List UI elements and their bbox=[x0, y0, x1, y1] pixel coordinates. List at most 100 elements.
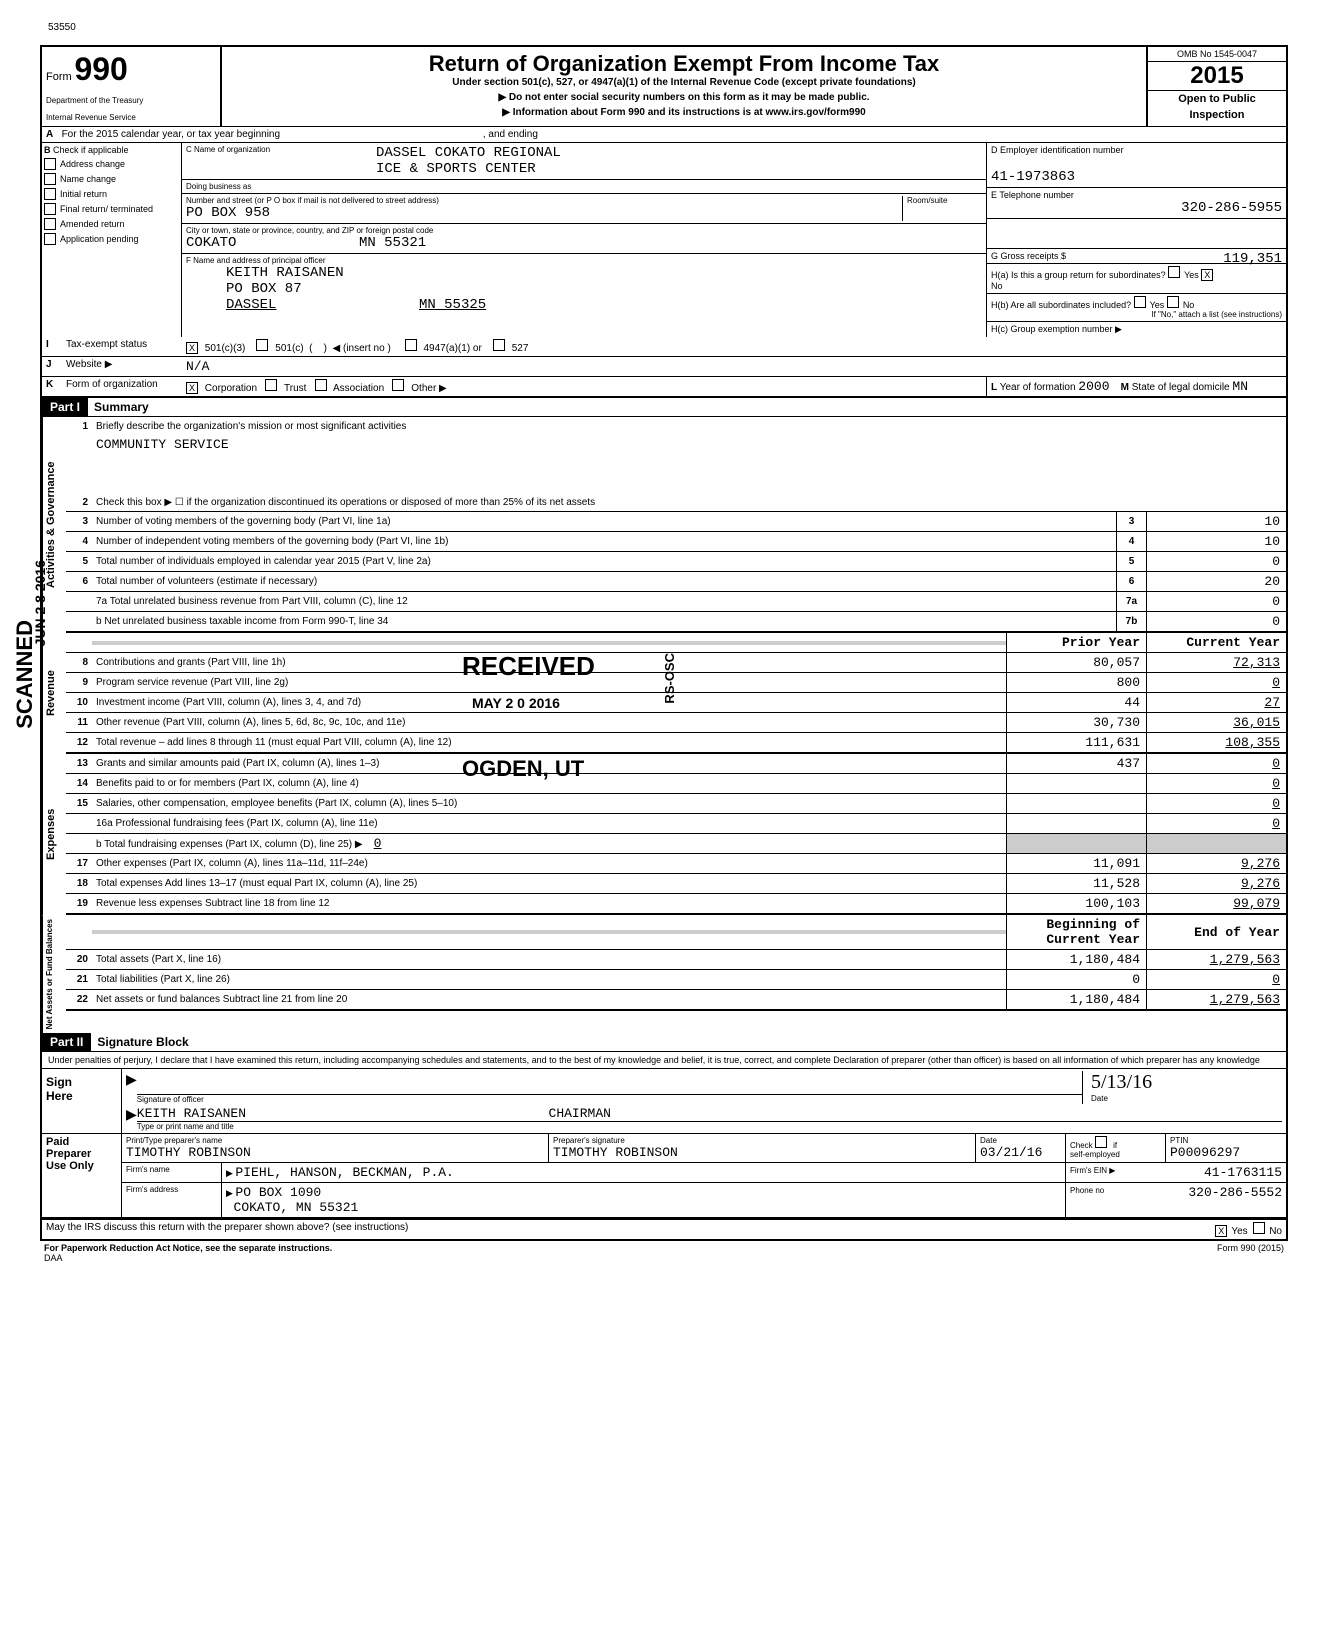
vert-netassets: Net Assets or Fund Balances bbox=[42, 915, 66, 1033]
form-990-label: Form 990 (2015) bbox=[1217, 1243, 1284, 1263]
form-word: Form bbox=[46, 71, 72, 83]
ha-no-chk[interactable]: X bbox=[1201, 269, 1213, 281]
b-item-4: Amended return bbox=[60, 219, 125, 229]
val-10c: 27 bbox=[1146, 693, 1286, 712]
val-6: 20 bbox=[1146, 572, 1286, 591]
i-label: I bbox=[46, 339, 49, 350]
form-arrow-2: ▶ Information about Form 990 and its ins… bbox=[226, 107, 1142, 118]
ptin-label: PTIN bbox=[1170, 1136, 1282, 1145]
line-16a-txt: 16a Professional fundraising fees (Part … bbox=[92, 816, 1006, 831]
chk-final-return[interactable] bbox=[44, 203, 56, 215]
val-16ac: 0 bbox=[1146, 814, 1286, 833]
vert-expenses: Expenses bbox=[42, 754, 66, 915]
row-k: K Form of organization X Corporation Tru… bbox=[40, 377, 1288, 398]
val-21p: 0 bbox=[1006, 970, 1146, 989]
rs-osc-stamp: RS-OSC bbox=[662, 653, 677, 704]
val-18p: 11,528 bbox=[1006, 874, 1146, 893]
part-1-title: Summary bbox=[88, 400, 149, 414]
hb-label: H(b) Are all subordinates included? bbox=[991, 300, 1131, 310]
tax-year: 2015 bbox=[1148, 62, 1286, 91]
val-8p: 80,057 bbox=[1006, 653, 1146, 672]
val-5: 0 bbox=[1146, 552, 1286, 571]
chk-4947[interactable] bbox=[405, 339, 417, 351]
org-name-2: ICE & SPORTS CENTER bbox=[376, 161, 561, 177]
prep-name: TIMOTHY ROBINSON bbox=[126, 1145, 544, 1160]
form-header: Form 990 Department of the Treasury Inte… bbox=[40, 45, 1288, 126]
prep-sig: TIMOTHY ROBINSON bbox=[553, 1145, 971, 1160]
hb-yes-chk[interactable] bbox=[1134, 296, 1146, 308]
omb-number: OMB No 1545-0047 bbox=[1148, 47, 1286, 62]
chk-irs-yes[interactable]: X bbox=[1215, 1225, 1227, 1237]
l-label: L bbox=[991, 382, 997, 393]
chk-trust[interactable] bbox=[265, 379, 277, 391]
l-text: Year of formation bbox=[1000, 382, 1076, 393]
val-8c: 72,313 bbox=[1146, 653, 1286, 672]
opt-4947: 4947(a)(1) or bbox=[423, 343, 481, 354]
phone-val: 320-286-5552 bbox=[1188, 1185, 1282, 1200]
part-2-header: Part II bbox=[42, 1033, 91, 1051]
if-label: if bbox=[1113, 1141, 1117, 1150]
row-a: A For the 2015 calendar year, or tax yea… bbox=[40, 126, 1288, 143]
ha-label: H(a) Is this a group return for subordin… bbox=[991, 270, 1166, 280]
signature-line[interactable] bbox=[137, 1071, 1082, 1095]
val-9p: 800 bbox=[1006, 673, 1146, 692]
irs-yes: Yes bbox=[1231, 1226, 1247, 1237]
line-15-txt: Salaries, other compensation, employee b… bbox=[92, 796, 1006, 811]
val-15c: 0 bbox=[1146, 794, 1286, 813]
val-19c: 99,079 bbox=[1146, 894, 1286, 913]
line-22-txt: Net assets or fund balances Subtract lin… bbox=[92, 992, 1006, 1007]
part-1-header: Part I bbox=[42, 398, 88, 416]
opt-501c: 501(c) bbox=[275, 343, 303, 354]
chk-527[interactable] bbox=[493, 339, 505, 351]
chk-address-change[interactable] bbox=[44, 158, 56, 170]
line-12-txt: Total revenue – add lines 8 through 11 (… bbox=[92, 735, 1006, 750]
opt-501c-note: ◀ (insert no ) bbox=[333, 343, 391, 354]
b-item-3: Final return/ terminated bbox=[60, 204, 153, 214]
chk-corp[interactable]: X bbox=[186, 382, 198, 394]
val-20p: 1,180,484 bbox=[1006, 950, 1146, 969]
chk-other[interactable] bbox=[392, 379, 404, 391]
irs-no: No bbox=[1269, 1226, 1282, 1237]
chk-initial-return[interactable] bbox=[44, 188, 56, 200]
m-label: M bbox=[1121, 382, 1129, 393]
chk-amended[interactable] bbox=[44, 218, 56, 230]
val-17c: 9,276 bbox=[1146, 854, 1286, 873]
paid-label-3: Use Only bbox=[46, 1160, 117, 1172]
paperwork: For Paperwork Reduction Act Notice, see … bbox=[44, 1243, 332, 1253]
box-4: 4 bbox=[1116, 532, 1146, 551]
chk-irs-no[interactable] bbox=[1253, 1222, 1265, 1234]
val-11c: 36,015 bbox=[1146, 713, 1286, 732]
col-b: B Check if applicable Address change Nam… bbox=[42, 143, 182, 337]
addr-label: Number and street (or P O box if mail is… bbox=[186, 196, 902, 205]
b-title: Check if applicable bbox=[53, 145, 129, 155]
i-text: Tax-exempt status bbox=[62, 337, 182, 356]
line-20-txt: Total assets (Part X, line 16) bbox=[92, 952, 1006, 967]
chk-501c[interactable] bbox=[256, 339, 268, 351]
inspect-2: Inspection bbox=[1148, 107, 1286, 123]
line-3-txt: Number of voting members of the governin… bbox=[92, 514, 1116, 529]
opt-501c3: 501(c)(3) bbox=[205, 343, 246, 354]
ha-yes-chk[interactable] bbox=[1168, 266, 1180, 278]
line-1-val: COMMUNITY SERVICE bbox=[92, 435, 1286, 454]
state-zip: MN 55321 bbox=[359, 235, 426, 251]
daa: DAA bbox=[44, 1253, 63, 1263]
phone-label: Phone no bbox=[1070, 1186, 1104, 1195]
val-16b: 0 bbox=[374, 836, 382, 851]
k-label: K bbox=[46, 379, 53, 390]
officer-label: F Name and address of principal officer bbox=[186, 256, 982, 265]
line-18-txt: Total expenses Add lines 13–17 (must equ… bbox=[92, 876, 1006, 891]
opt-527: 527 bbox=[512, 343, 529, 354]
chk-name-change[interactable] bbox=[44, 173, 56, 185]
chk-pending[interactable] bbox=[44, 233, 56, 245]
chk-501c3[interactable]: X bbox=[186, 342, 198, 354]
line-17-txt: Other expenses (Part IX, column (A), lin… bbox=[92, 856, 1006, 871]
firm-ein: 41-1763115 bbox=[1204, 1165, 1282, 1180]
expenses-block: Expenses 13Grants and similar amounts pa… bbox=[40, 754, 1288, 915]
line-2-txt: Check this box ▶ ☐ if the organization d… bbox=[92, 495, 1286, 510]
chk-assoc[interactable] bbox=[315, 379, 327, 391]
hb-no-chk[interactable] bbox=[1167, 296, 1179, 308]
val-7b: 0 bbox=[1146, 612, 1286, 631]
line-7b-txt: b Net unrelated business taxable income … bbox=[92, 614, 1116, 629]
val-9c: 0 bbox=[1146, 673, 1286, 692]
chk-self-emp[interactable] bbox=[1095, 1136, 1107, 1148]
